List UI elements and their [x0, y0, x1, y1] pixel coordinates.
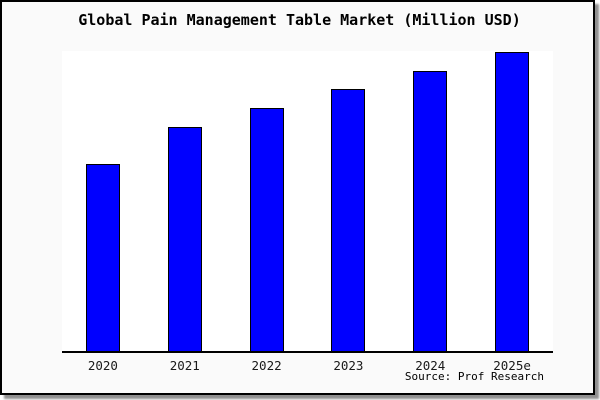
bar-2022 [249, 108, 284, 351]
x-tick-label-2022: 2022 [251, 358, 282, 373]
x-tick-label-2023: 2023 [333, 358, 364, 373]
x-axis-labels: 2020 2021 2022 2023 2024 2025e [62, 358, 553, 373]
bar-2025e [495, 52, 530, 351]
x-tick-label-2025e: 2025e [493, 358, 531, 373]
bar-2020 [85, 164, 120, 351]
bar-2023 [331, 89, 366, 351]
x-tick-label-2024: 2024 [415, 358, 446, 373]
x-tick-label-2021: 2021 [169, 358, 200, 373]
bar-2024 [413, 71, 448, 351]
chart-title: Global Pain Management Table Market (Mil… [78, 11, 521, 29]
plot-area [62, 51, 553, 353]
x-tick-label-2020: 2020 [87, 358, 118, 373]
source-note: Source: Prof Research [404, 370, 544, 383]
bar-2021 [167, 127, 202, 351]
chart-frame: Global Pain Management Table Market (Mil… [0, 0, 595, 395]
